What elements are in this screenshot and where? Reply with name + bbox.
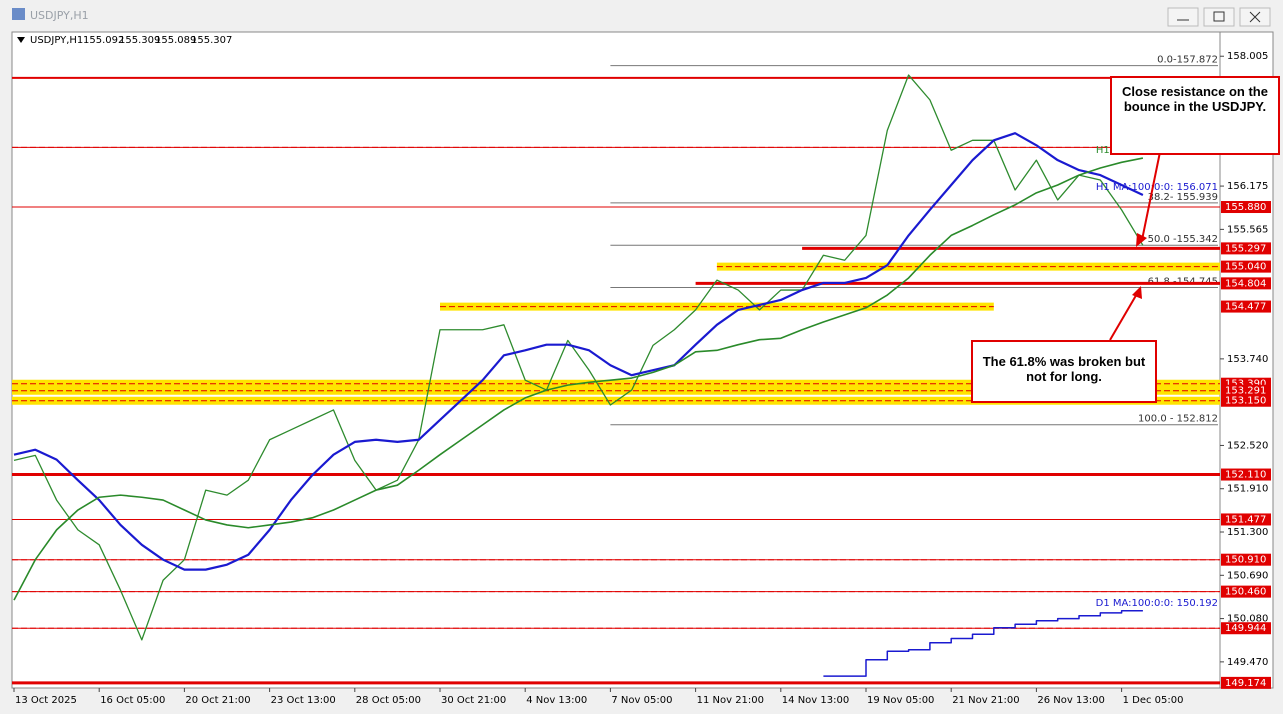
level-label: 151.477 [1225,514,1266,525]
annotation-box: Close resistance on the bounce in the US… [1110,76,1280,155]
y-tick-label: 150.690 [1227,570,1268,581]
level-label-box [1221,394,1271,407]
menu-arrow [17,37,25,43]
level-label: 153.390 [1225,379,1266,390]
app-icon [12,8,25,20]
fib-label: 100.0 - 152.812 [1138,414,1218,425]
window-title: USDJPY,H1 [30,9,89,22]
level-label: 153.291 [1225,386,1266,397]
level-label-box [1221,300,1271,313]
x-tick-label: 14 Nov 13:00 [782,695,849,706]
level-label: 155.040 [1225,262,1266,273]
x-tick-label: 28 Oct 05:00 [356,695,421,706]
x-tick-label: 11 Nov 21:00 [697,695,764,706]
x-tick-label: 4 Nov 13:00 [526,695,587,706]
level-label-box [1221,513,1271,526]
level-label: 150.460 [1225,587,1266,598]
plot-area [11,31,1274,689]
level-label: 155.880 [1225,202,1266,213]
level-label-box [1221,553,1271,566]
x-tick-label: 1 Dec 05:00 [1123,695,1184,706]
series-line [13,157,1144,601]
arrow [1109,291,1139,341]
minimize-button[interactable] [1167,7,1199,27]
level-label-box [1221,277,1271,290]
info-close: 155.307 [191,35,232,46]
level-label: 149.944 [1225,623,1266,634]
x-tick-label: 20 Oct 21:00 [185,695,250,706]
info-high: 155.309 [119,35,160,46]
level-label: 155.297 [1225,243,1266,254]
level-label: 154.804 [1225,278,1266,289]
level-label: 152.110 [1225,470,1266,481]
y-tick-label: 151.300 [1227,527,1268,538]
y-tick-label: 153.740 [1227,354,1268,365]
title-bar [0,0,1283,30]
y-tick-label: 150.080 [1227,614,1268,625]
level-label: 154.477 [1225,302,1266,313]
x-tick-label: 19 Nov 05:00 [867,695,934,706]
fib-label: 0.0-157.872 [1157,55,1218,66]
level-label-box [1221,384,1271,397]
x-tick-label: 13 Oct 2025 [15,695,77,706]
x-tick-label: 7 Nov 05:00 [611,695,672,706]
level-label: 149.174 [1225,678,1266,689]
arrows [1109,151,1161,341]
fib-label: 38.2- 155.939 [1148,192,1218,203]
x-tick-label: 30 Oct 21:00 [441,695,506,706]
y-tick-label: 156.175 [1227,181,1268,192]
series-line [13,74,1144,641]
series-line [823,610,1143,677]
info-open: 155.092 [83,35,124,46]
maximize-button[interactable] [1203,7,1235,27]
maximize-icon [1213,11,1225,22]
y-tick-label: 152.520 [1227,440,1268,451]
y-tick-label: 155.565 [1227,224,1268,235]
arrow-head [1132,286,1142,299]
level-label-box [1221,260,1271,273]
level-label-box [1221,201,1271,214]
level-label-box [1221,622,1271,635]
close-icon [1249,11,1261,23]
fib-label: 50.0 -155.342 [1148,234,1218,245]
series-line [13,132,1144,571]
ma-label: H1 MA:100:0:0: 156.071 [1096,182,1218,193]
y-tick-label: 151.910 [1227,484,1268,495]
y-tick-label: 149.470 [1227,657,1268,668]
annotation-box: The 61.8% was broken but not for long. [971,340,1157,403]
info-low: 155.089 [155,35,196,46]
level-label-box [1221,468,1271,481]
x-tick-label: 23 Oct 13:00 [271,695,336,706]
x-tick-label: 16 Oct 05:00 [100,695,165,706]
ma-label: D1 MA:100:0:0: 150.192 [1096,598,1218,609]
x-tick-label: 26 Nov 13:00 [1037,695,1104,706]
arrow-head [1136,233,1147,247]
level-label-box [1221,676,1271,689]
level-label: 150.910 [1225,555,1266,566]
info-symbol: USDJPY,H1 [30,35,83,46]
level-label-box [1221,585,1271,598]
level-label: 153.150 [1225,396,1266,407]
x-tick-label: 21 Nov 21:00 [952,695,1019,706]
y-tick-label: 158.005 [1227,51,1268,62]
level-label-box [1221,242,1271,255]
arrow [1141,151,1161,241]
